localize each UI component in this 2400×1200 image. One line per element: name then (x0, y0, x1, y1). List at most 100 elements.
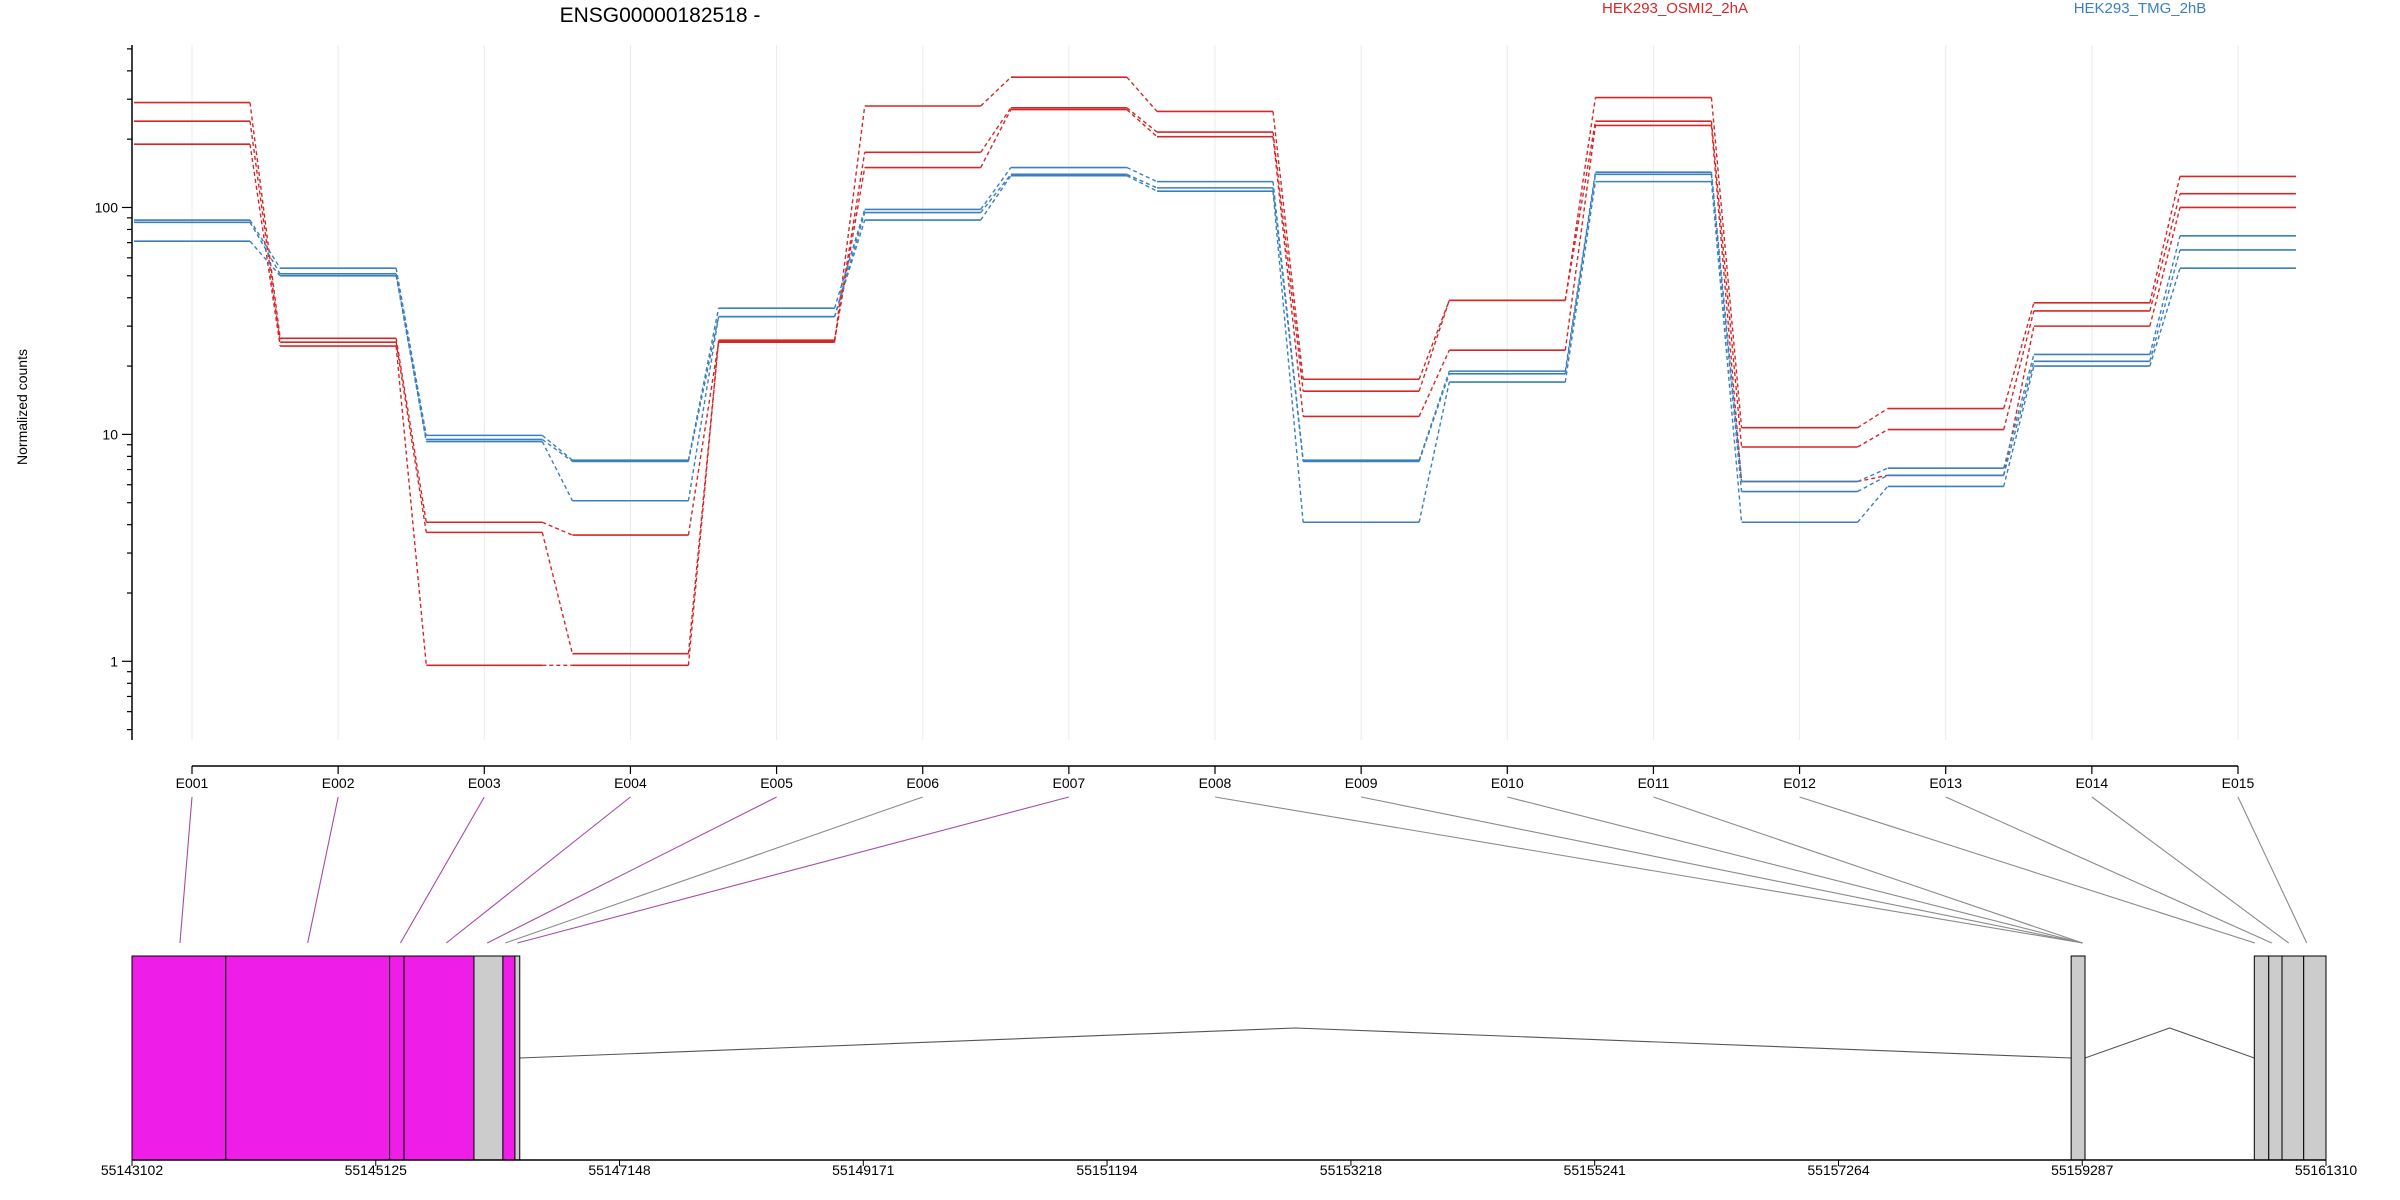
series-connector (541, 438, 573, 463)
series-connector (1710, 121, 1743, 448)
exon-connector (307, 796, 339, 944)
series-connector (2003, 365, 2035, 487)
series-connector (395, 273, 427, 440)
exon-box (2070, 955, 2086, 1161)
series-connector (1710, 125, 1743, 482)
y-tick-label: 100 (95, 199, 119, 215)
series-connector (1857, 485, 1889, 523)
exon-connector (1799, 796, 2256, 944)
series-connector (2149, 207, 2181, 327)
exon-box (131, 955, 227, 1161)
x-tick-label: E004 (614, 775, 647, 791)
gridlines (191, 45, 2239, 740)
series-connector (249, 102, 281, 339)
series-connector (1564, 121, 1597, 301)
series-connector (2149, 267, 2181, 367)
genomic-tick-label: 55143102 (101, 1162, 164, 1178)
exon-connector (445, 796, 631, 944)
series-connector (1272, 136, 1304, 417)
series-connector (1857, 467, 1888, 483)
exon-connectors (179, 796, 2308, 944)
series-connector (1272, 187, 1304, 462)
series-connector (687, 316, 720, 501)
series-lines (134, 76, 2296, 667)
x-tick-label: E002 (322, 775, 355, 791)
x-tick-label: E012 (1783, 775, 1816, 791)
series-connector (249, 240, 281, 277)
series-connector (980, 76, 1012, 107)
genomic-tick-label: 55149171 (832, 1162, 895, 1178)
series-connector (2149, 249, 2181, 362)
series-connector (980, 109, 1012, 168)
series-connector (1710, 181, 1743, 523)
exon-box (502, 955, 516, 1161)
exon-box (2303, 955, 2327, 1161)
genomic-tick-label: 55155241 (1564, 1162, 1627, 1178)
series-connector (2003, 361, 2035, 476)
y-tick-label: 10 (102, 426, 118, 442)
series-connector (833, 152, 866, 342)
x-tick-label: E014 (2076, 775, 2109, 791)
series-connector (1857, 474, 1888, 483)
series-connector (541, 532, 574, 654)
series-connector (2003, 302, 2035, 409)
axes: 1 10 100 E001 E002 E003 E004 E005 E006 E007 E008 E0… (95, 45, 2255, 791)
series-connector (1126, 76, 1158, 112)
exon-box (2281, 955, 2305, 1161)
x-tick-label: E006 (906, 775, 939, 791)
series-connector (395, 346, 427, 666)
series-connector (980, 175, 1012, 221)
series-connector (395, 342, 427, 533)
legend-label-osmi2: HEK293_OSMI2_2hA (1602, 0, 1748, 17)
x-tick-label: E011 (1638, 775, 1670, 791)
exon-connector (1361, 796, 2083, 944)
exon-connector (399, 796, 485, 944)
series-connector (1857, 428, 1889, 448)
series-connector (1564, 125, 1597, 351)
series-connector (541, 434, 573, 461)
x-tick-label: E010 (1491, 775, 1524, 791)
exon-box (403, 955, 475, 1161)
exon-connector (1945, 796, 2273, 944)
series-connector (1126, 175, 1158, 192)
exon-connector (486, 796, 777, 944)
genomic-tick-label: 55147148 (588, 1162, 651, 1178)
series-connector (980, 107, 1012, 153)
y-axis-label: Normalized counts (14, 349, 30, 465)
series-connector (1857, 474, 1889, 493)
genomic-tick-label: 55157264 (1807, 1162, 1870, 1178)
intron-line (519, 1027, 2072, 1059)
series-connector (980, 167, 1012, 210)
exon-connector (517, 796, 1069, 944)
exon-box (2268, 955, 2283, 1161)
series-connector (980, 173, 1012, 213)
series-connector (1418, 300, 1450, 392)
series-connector (1564, 174, 1597, 374)
series-connector (687, 340, 720, 666)
series-connector (2003, 354, 2035, 469)
series-connector (1418, 300, 1450, 380)
series-connector (1418, 373, 1450, 462)
x-tick-label: E009 (1345, 775, 1378, 791)
x-tick-label: E015 (2222, 775, 2255, 791)
exon-box (473, 955, 504, 1161)
series-connector (1272, 111, 1304, 380)
series-connector (1126, 107, 1158, 133)
series-connector (1126, 166, 1158, 183)
exon-box (514, 955, 521, 1161)
series-connector (833, 167, 866, 341)
x-tick-label: E001 (176, 775, 209, 791)
legend-label-tmg: HEK293_TMG_2hB (2074, 0, 2207, 17)
series-connector (2149, 176, 2181, 303)
series-connector (1564, 172, 1597, 372)
series-connector (687, 308, 720, 461)
series-connector (833, 105, 866, 343)
series-connector (249, 121, 281, 343)
series-connector (395, 338, 427, 523)
exon-connector (1653, 796, 2083, 944)
series-6 (134, 174, 2296, 524)
series-connector (1564, 97, 1597, 301)
x-tick-label: E003 (468, 775, 501, 791)
x-tick-label: E007 (1053, 775, 1086, 791)
series-connector (1126, 109, 1158, 138)
